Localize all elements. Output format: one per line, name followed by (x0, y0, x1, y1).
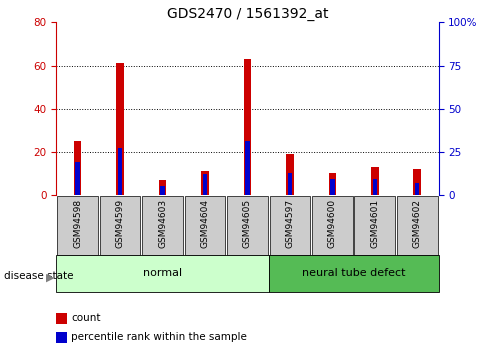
Text: disease state: disease state (4, 271, 74, 281)
Text: count: count (71, 313, 100, 323)
Text: GSM94599: GSM94599 (116, 199, 124, 248)
FancyBboxPatch shape (56, 255, 269, 292)
Text: normal: normal (143, 268, 182, 278)
Bar (415, 183, 419, 195)
FancyBboxPatch shape (142, 196, 183, 255)
FancyBboxPatch shape (270, 196, 310, 255)
FancyBboxPatch shape (99, 196, 141, 255)
Text: GSM94597: GSM94597 (285, 199, 294, 248)
Text: GSM94600: GSM94600 (328, 199, 337, 248)
Bar (74, 141, 81, 195)
FancyBboxPatch shape (397, 196, 438, 255)
Bar (373, 179, 377, 195)
Text: neural tube defect: neural tube defect (302, 268, 405, 278)
Bar (160, 186, 165, 195)
Text: GSM94602: GSM94602 (413, 199, 422, 248)
FancyBboxPatch shape (185, 196, 225, 255)
FancyBboxPatch shape (269, 255, 439, 292)
Bar (118, 148, 122, 195)
Bar (329, 173, 336, 195)
Bar (288, 172, 292, 195)
FancyBboxPatch shape (227, 196, 268, 255)
Bar (75, 162, 80, 195)
Bar (203, 174, 207, 195)
FancyBboxPatch shape (354, 196, 395, 255)
Bar (286, 154, 294, 195)
Text: ▶: ▶ (46, 273, 54, 283)
Bar (414, 169, 421, 195)
Text: GSM94605: GSM94605 (243, 199, 252, 248)
Bar (371, 167, 379, 195)
FancyBboxPatch shape (312, 196, 353, 255)
Bar (201, 171, 209, 195)
Text: GSM94603: GSM94603 (158, 199, 167, 248)
Bar (245, 141, 249, 195)
Text: GSM94598: GSM94598 (73, 199, 82, 248)
FancyBboxPatch shape (57, 196, 98, 255)
Text: percentile rank within the sample: percentile rank within the sample (71, 332, 247, 342)
Bar (244, 59, 251, 195)
Bar (159, 180, 166, 195)
Title: GDS2470 / 1561392_at: GDS2470 / 1561392_at (167, 7, 328, 21)
Bar (330, 179, 335, 195)
Text: GSM94604: GSM94604 (200, 199, 210, 248)
Bar (116, 63, 124, 195)
Text: GSM94601: GSM94601 (370, 199, 379, 248)
